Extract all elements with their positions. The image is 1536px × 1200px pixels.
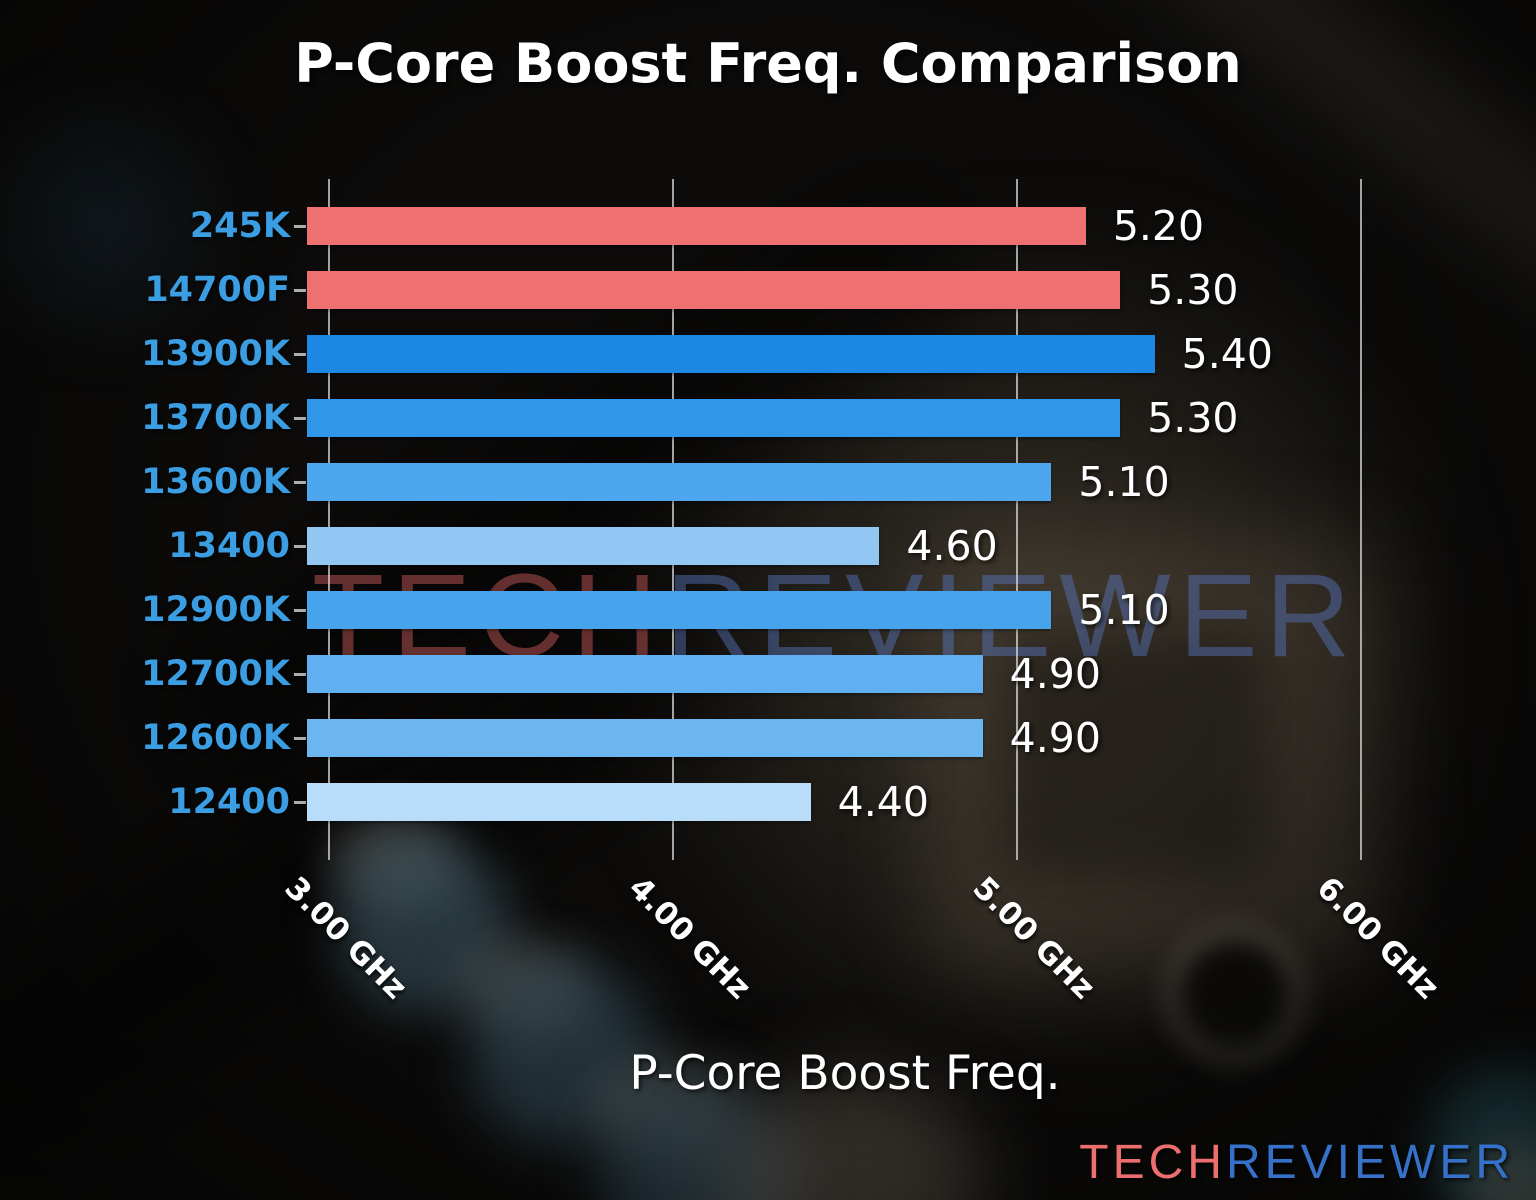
bar: [307, 783, 811, 821]
value-label: 4.90: [1009, 650, 1101, 698]
x-gridline: [1360, 179, 1363, 860]
y-axis-tick: [294, 481, 306, 484]
value-label: 5.10: [1078, 458, 1170, 506]
bar: [307, 527, 880, 565]
value-label: 4.90: [1009, 714, 1101, 762]
y-axis-tick: [294, 801, 306, 804]
x-tick-label: 6.00 GHz: [1309, 870, 1446, 1007]
y-axis-tick: [294, 417, 306, 420]
x-gridline: [1016, 179, 1019, 860]
category-label: 13900K: [141, 334, 290, 374]
value-label: 4.60: [906, 522, 998, 570]
bar: [307, 591, 1052, 629]
category-label: 13700K: [141, 398, 290, 438]
y-axis-tick: [294, 673, 306, 676]
y-axis-tick: [294, 225, 306, 228]
value-label: 5.30: [1147, 394, 1239, 442]
category-label: 12400: [168, 782, 290, 822]
bar: [307, 463, 1052, 501]
category-label: 13600K: [141, 462, 290, 502]
y-axis-tick: [294, 609, 306, 612]
bar: [307, 719, 983, 757]
x-gridline: [672, 179, 675, 860]
category-label: 12700K: [141, 654, 290, 694]
y-axis-tick: [294, 289, 306, 292]
value-label: 5.10: [1078, 586, 1170, 634]
value-label: 5.30: [1147, 266, 1239, 314]
x-tick-label: 3.00 GHz: [277, 870, 414, 1007]
value-label: 5.20: [1112, 202, 1205, 250]
logo-reviewer: REVIEWER: [1225, 1136, 1514, 1189]
brand-logo: TECHREVIEWER: [1079, 1135, 1514, 1190]
category-label: 14700F: [144, 270, 290, 310]
x-tick-label: 5.00 GHz: [965, 870, 1102, 1007]
category-label: 12600K: [141, 718, 290, 758]
logo-tech: TECH: [1079, 1136, 1226, 1189]
bar: [307, 335, 1155, 373]
value-label: 5.40: [1181, 330, 1273, 378]
x-gridline: [328, 179, 331, 860]
x-axis-label: P-Core Boost Freq.: [629, 1046, 1061, 1101]
category-label: 12900K: [141, 590, 290, 630]
value-label: 4.40: [837, 778, 929, 826]
bar: [307, 207, 1086, 245]
x-tick-label: 4.00 GHz: [621, 870, 758, 1007]
y-axis-tick: [294, 545, 306, 548]
y-axis-tick: [294, 353, 306, 356]
bar: [307, 399, 1121, 437]
category-label: 13400: [168, 526, 290, 566]
bar: [307, 271, 1121, 309]
bar: [307, 655, 983, 693]
chart-title: P-Core Boost Freq. Comparison: [294, 32, 1242, 95]
y-axis-tick: [294, 737, 306, 740]
category-label: 245K: [189, 206, 290, 246]
